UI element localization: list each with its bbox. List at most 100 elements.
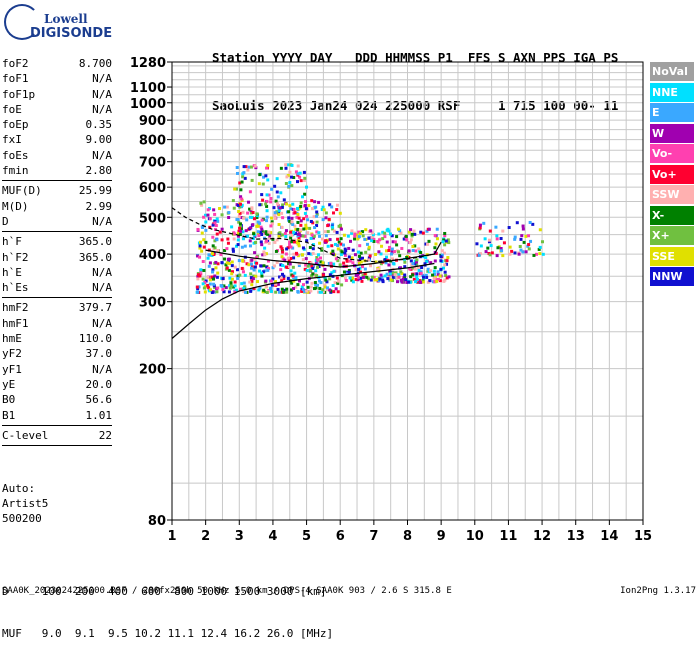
echo-point [306, 218, 310, 222]
echo-point [373, 278, 377, 282]
echo-point [199, 268, 203, 272]
echo-point [296, 290, 300, 294]
echo-point [374, 252, 378, 256]
echo-point [483, 237, 487, 241]
echo-point [281, 257, 285, 261]
echo-point [513, 235, 517, 239]
echo-point [242, 171, 246, 175]
echo-point [285, 247, 289, 251]
echo-point [410, 266, 414, 270]
echo-point [433, 266, 437, 270]
echo-point [302, 170, 306, 174]
echo-point [415, 263, 419, 267]
echo-point [541, 252, 545, 256]
echo-point [299, 219, 303, 223]
echo-point [315, 224, 319, 228]
echo-point [260, 193, 264, 197]
echo-point [419, 230, 423, 234]
param-label: hmE [2, 332, 22, 346]
echo-point [296, 283, 300, 287]
echo-point [527, 247, 531, 251]
echo-point [411, 273, 415, 277]
param-label: foEs [2, 148, 29, 162]
echo-point [280, 287, 284, 291]
echo-point [486, 246, 490, 250]
echo-point [326, 238, 330, 242]
echo-point [238, 273, 242, 277]
echo-point [212, 208, 216, 212]
echo-point [531, 222, 535, 226]
echo-point [299, 228, 303, 232]
echo-point [270, 187, 274, 191]
echo-point [270, 283, 274, 287]
echo-point [343, 276, 347, 280]
echo-point [264, 239, 268, 243]
echo-point [479, 252, 483, 256]
x-tick-label: 3 [235, 529, 244, 544]
echo-point [250, 278, 254, 282]
echo-point [475, 242, 479, 246]
echo-point [195, 285, 199, 289]
echo-point [232, 237, 236, 241]
echo-point [515, 221, 519, 225]
echo-point [398, 266, 402, 270]
echo-point [248, 244, 252, 248]
echo-point [415, 275, 419, 279]
echo-point [230, 277, 234, 281]
echo-point [242, 289, 246, 293]
echo-point [339, 227, 343, 231]
echo-point [426, 242, 430, 246]
echo-point [383, 274, 387, 278]
echo-point [364, 250, 368, 254]
echo-point [206, 213, 210, 217]
echo-point [346, 234, 350, 238]
echo-point [320, 246, 324, 250]
echo-point [370, 231, 374, 235]
echo-point [440, 249, 444, 253]
echo-point [238, 205, 242, 209]
echo-point [236, 203, 240, 207]
echo-point [207, 248, 211, 252]
echo-point [240, 266, 244, 270]
echo-point [274, 280, 278, 284]
echo-point [264, 284, 268, 288]
echo-point [350, 256, 354, 260]
muf-distance-row: D 100 200 400 600 800 1000 1500 3000 [km… [2, 585, 327, 598]
trace-line-o-trace [205, 241, 442, 268]
echo-point [380, 244, 384, 248]
echo-point [304, 185, 308, 189]
echo-point [236, 232, 240, 236]
param-row: foE N/A [2, 102, 112, 117]
echo-point [253, 257, 257, 261]
echo-point [488, 229, 492, 233]
echo-point [284, 234, 288, 238]
echo-point [521, 250, 525, 254]
echo-point [363, 267, 367, 271]
echo-point [303, 290, 307, 294]
echo-point [220, 261, 224, 265]
echo-point [301, 287, 305, 291]
echo-point [213, 212, 217, 216]
echo-point [254, 240, 258, 244]
echo-point [230, 225, 234, 229]
echo-point [211, 223, 215, 227]
echo-point [390, 234, 394, 238]
echo-point [339, 237, 343, 241]
echo-point [294, 227, 298, 231]
echo-point [295, 215, 299, 219]
echo-point [334, 287, 338, 291]
echo-point [233, 187, 237, 191]
echo-point [389, 232, 393, 236]
echo-point [211, 277, 215, 281]
echo-point [292, 240, 296, 244]
echo-point [244, 229, 248, 233]
param-row: hmE 110.0 [2, 331, 112, 346]
echo-point [238, 226, 242, 230]
echo-point [210, 275, 214, 279]
echo-point [333, 242, 337, 246]
echo-point [210, 252, 214, 256]
echo-point [426, 267, 430, 271]
echo-point [297, 232, 301, 236]
echo-point [538, 252, 542, 256]
echo-point [413, 244, 417, 248]
